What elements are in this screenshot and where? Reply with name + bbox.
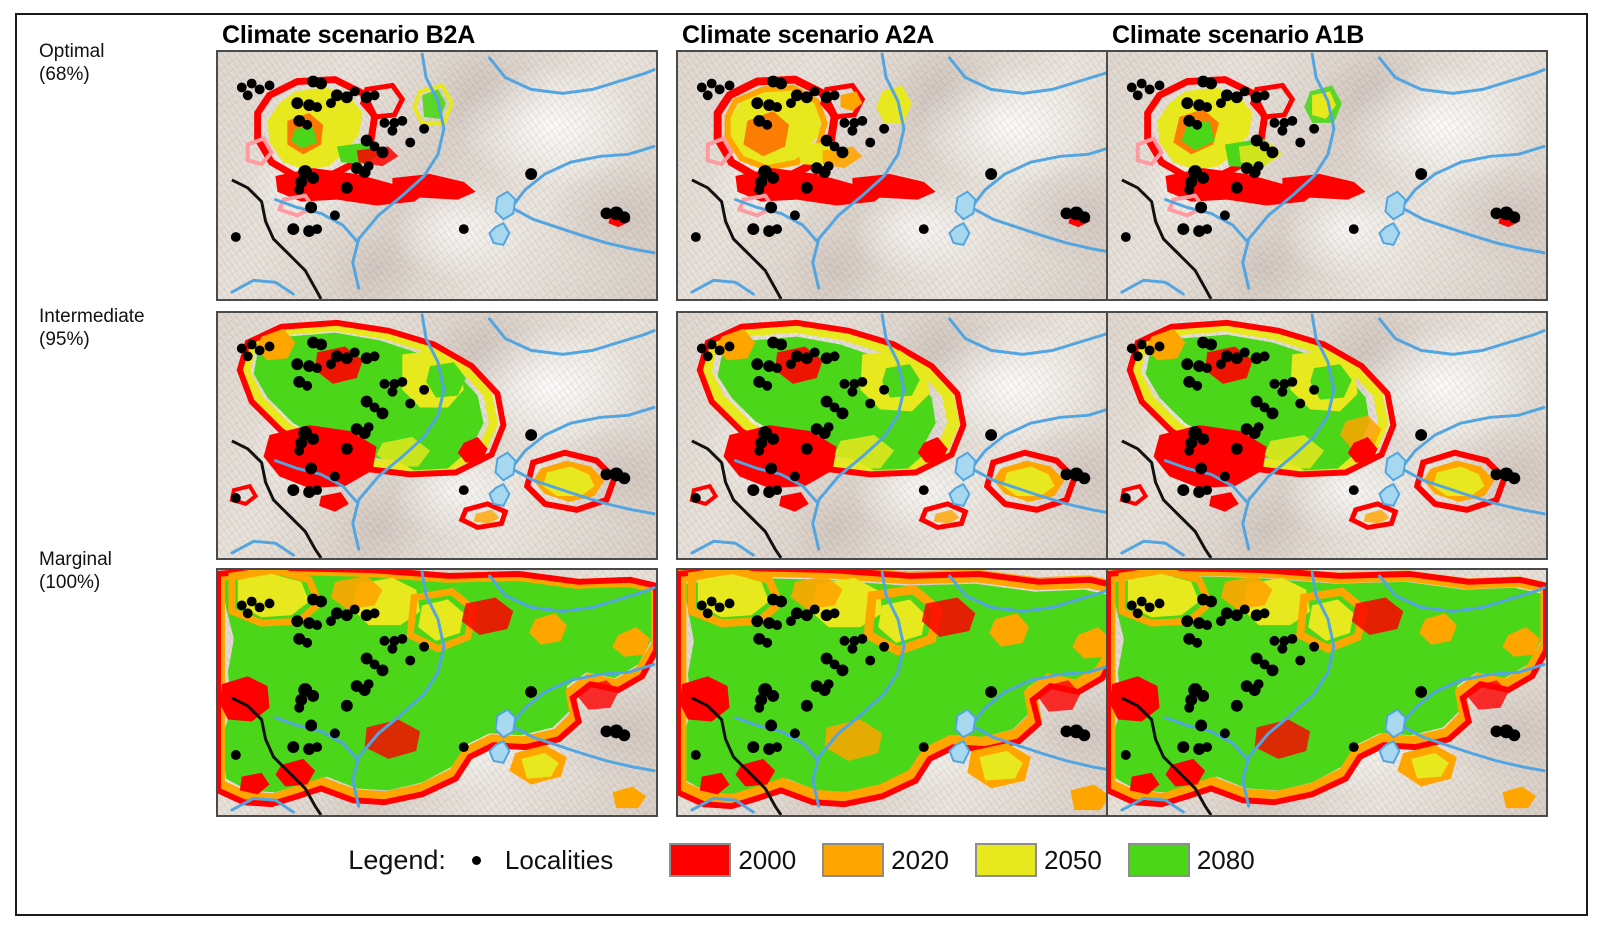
legend-localities-label: Localities (504, 844, 614, 875)
administrative-border (231, 696, 323, 815)
lakes (488, 190, 517, 246)
map-panel-marginal-b2a[interactable] (216, 568, 658, 817)
map-vector-layer (230, 52, 656, 299)
lakes (1378, 451, 1407, 507)
rivers (1120, 313, 1546, 557)
legend-year-2020: 2020 (891, 844, 949, 875)
rivers (230, 313, 656, 557)
locality-points (230, 336, 631, 503)
row-label-optimal-name: Optimal (39, 41, 105, 62)
suitability-polygons (218, 570, 656, 809)
legend-title: Legend: (348, 844, 446, 875)
administrative-border (691, 696, 783, 815)
map-vector-layer (690, 52, 1116, 299)
lakes (1378, 190, 1407, 246)
lakes (488, 451, 517, 507)
locality-points (1120, 593, 1521, 760)
map-vector-layer (678, 570, 1116, 815)
row-label-intermediate-percent: (95%) (39, 329, 90, 350)
row-label-optimal-percent: (68%) (39, 64, 90, 85)
lakes (1378, 708, 1407, 764)
suitability-polygons (678, 570, 1116, 811)
lakes (488, 708, 517, 764)
row-label-marginal: Marginal (100%) (39, 548, 219, 594)
locality-points (1120, 75, 1521, 242)
lakes (948, 708, 977, 764)
row-label-marginal-name: Marginal (39, 549, 112, 570)
map-vector-layer (229, 313, 656, 558)
map-vector-layer (1108, 570, 1546, 815)
legend: Legend: Localities 2000 2020 2050 2080 (17, 832, 1586, 888)
map-panel-intermediate-a1b[interactable] (1106, 311, 1548, 560)
locality-points (1120, 336, 1521, 503)
rivers (1120, 570, 1546, 814)
legend-localities: Localities (471, 844, 614, 876)
rivers (230, 52, 656, 296)
map-vector-layer (218, 570, 656, 815)
legend-swatch-2080 (1127, 843, 1190, 877)
legend-item-2050: 2050 (975, 843, 1102, 877)
row-label-marginal-percent: (100%) (39, 572, 101, 593)
legend-year-2000: 2000 (738, 844, 797, 875)
legend-item-2020: 2020 (822, 843, 949, 877)
locality-dot-icon (471, 855, 481, 865)
map-panel-marginal-a2a[interactable] (676, 568, 1118, 817)
map-panel-optimal-a2a[interactable] (676, 50, 1118, 301)
row-label-intermediate: Intermediate (95%) (39, 305, 219, 351)
locality-points (230, 593, 631, 760)
administrative-border (1121, 178, 1213, 299)
lakes (948, 451, 977, 507)
rivers (1120, 52, 1546, 296)
legend-swatch-2050 (975, 843, 1037, 877)
column-header-a2a: Climate scenario A2A (682, 21, 935, 49)
map-vector-layer (689, 313, 1116, 558)
administrative-border (691, 439, 783, 558)
legend-item-2080: 2080 (1127, 843, 1255, 877)
legend-item-2000: 2000 (669, 843, 796, 877)
map-panel-marginal-a1b[interactable] (1106, 568, 1548, 817)
column-header-b2a: Climate scenario B2A (222, 21, 476, 49)
map-panel-intermediate-a2a[interactable] (676, 311, 1118, 560)
administrative-border (231, 178, 323, 299)
administrative-border (1121, 696, 1213, 815)
suitability-polygons (1108, 570, 1546, 809)
locality-points (690, 593, 1091, 760)
locality-points (690, 75, 1091, 242)
rivers (230, 570, 656, 814)
administrative-border (691, 178, 783, 299)
map-panel-optimal-a1b[interactable] (1106, 50, 1548, 301)
map-panel-intermediate-b2a[interactable] (216, 311, 658, 560)
row-label-intermediate-name: Intermediate (39, 306, 145, 327)
suitability-polygons (1135, 76, 1521, 228)
administrative-border (231, 439, 323, 558)
locality-points (230, 75, 631, 242)
map-panel-optimal-b2a[interactable] (216, 50, 658, 301)
column-header-a1b: Climate scenario A1B (1112, 21, 1365, 49)
administrative-border (1121, 439, 1213, 558)
locality-points (690, 336, 1091, 503)
rivers (690, 313, 1116, 557)
legend-swatch-2020 (822, 843, 885, 877)
rivers (690, 52, 1116, 296)
figure-frame: Climate scenario B2A Climate scenario A2… (15, 13, 1588, 916)
legend-swatch-2000 (669, 843, 732, 877)
map-vector-layer (1120, 52, 1546, 299)
rivers (690, 570, 1116, 814)
map-vector-layer (1119, 313, 1546, 558)
legend-year-2050: 2050 (1044, 844, 1102, 875)
row-label-optimal: Optimal (68%) (39, 40, 219, 86)
lakes (948, 190, 977, 246)
legend-year-2080: 2080 (1196, 844, 1255, 875)
